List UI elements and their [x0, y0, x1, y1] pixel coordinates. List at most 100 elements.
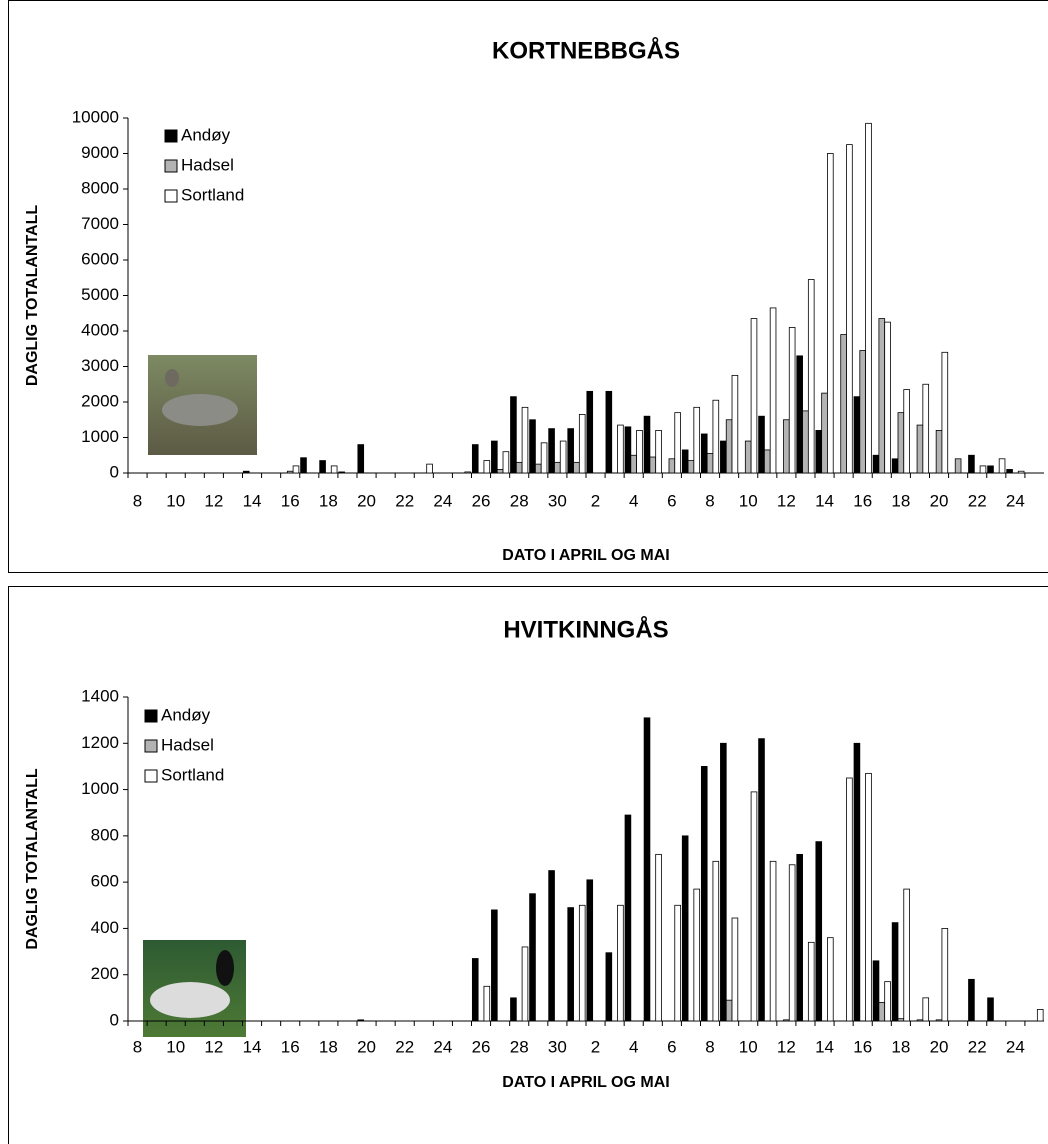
bar — [605, 952, 613, 1022]
x-tick-label: 8 — [133, 491, 142, 510]
y-tick-label: 1000 — [81, 779, 119, 798]
x-tick-label: 12 — [204, 1037, 223, 1056]
bar — [916, 424, 924, 474]
x-tick-label: 4 — [629, 1037, 638, 1056]
bar — [935, 429, 943, 474]
x-tick-label: 24 — [433, 1037, 452, 1056]
bar — [935, 1019, 943, 1022]
x-tick-label: 20 — [930, 491, 949, 510]
bar — [815, 841, 823, 1022]
y-tick-label: 5000 — [81, 285, 119, 304]
y-tick-label: 9000 — [81, 143, 119, 162]
bar — [769, 860, 777, 1022]
x-tick-label: 10 — [739, 1037, 758, 1056]
x-tick-label: 14 — [243, 1037, 262, 1056]
bar — [731, 374, 739, 474]
bar — [655, 853, 662, 1022]
x-tick-label: 12 — [204, 491, 223, 510]
bar — [578, 414, 586, 474]
x-tick-label: 16 — [853, 1037, 872, 1056]
bar — [922, 997, 930, 1022]
x-tick-label: 30 — [548, 491, 567, 510]
x-tick-label: 16 — [281, 491, 300, 510]
bar — [521, 406, 529, 474]
bar — [668, 458, 676, 474]
x-tick-label: 8 — [705, 491, 714, 510]
bar — [897, 412, 905, 474]
x-tick-label: 22 — [395, 1037, 414, 1056]
bar — [783, 419, 790, 474]
bar — [941, 351, 949, 474]
bar — [802, 410, 809, 474]
legend-label: Sortland — [181, 185, 244, 204]
x-tick-label: 22 — [395, 491, 414, 510]
legend-label: Hadsel — [161, 735, 214, 754]
x-tick-label: 24 — [433, 491, 452, 510]
bar — [491, 440, 498, 474]
legend-label: Andøy — [161, 705, 211, 724]
x-axis-title: DATO I APRIL OG MAI — [502, 547, 669, 564]
x-tick-label: 20 — [357, 1037, 376, 1056]
bar — [891, 922, 899, 1022]
bar — [578, 904, 586, 1022]
bar — [941, 928, 949, 1022]
x-tick-label: 10 — [739, 491, 758, 510]
y-axis-title: DAGLIG TOTALANTALL — [24, 205, 41, 387]
bar — [840, 334, 847, 474]
bar — [758, 415, 765, 474]
bar — [853, 742, 861, 1022]
bar — [872, 454, 880, 474]
y-tick-label: 4000 — [81, 320, 119, 339]
x-tick-label: 10 — [166, 491, 185, 510]
x-tick-label: 16 — [853, 491, 872, 510]
x-tick-label: 20 — [357, 491, 376, 510]
bar — [998, 458, 1006, 474]
y-tick-label: 1400 — [81, 686, 119, 705]
y-tick-label: 1200 — [81, 733, 119, 752]
bar — [510, 396, 517, 474]
x-tick-label: 18 — [319, 491, 338, 510]
bar — [731, 917, 739, 1022]
bar — [878, 318, 886, 474]
bar — [471, 958, 479, 1022]
x-tick-label: 10 — [166, 1037, 185, 1056]
bar — [567, 907, 574, 1022]
legend-label: Hadsel — [181, 155, 234, 174]
x-tick-label: 28 — [510, 491, 529, 510]
bar — [624, 426, 632, 474]
bar — [700, 433, 708, 474]
bar — [796, 853, 803, 1022]
bar — [827, 153, 834, 474]
bar — [783, 1019, 790, 1022]
legend-swatch — [144, 739, 158, 753]
bar — [338, 471, 345, 474]
bar — [357, 1019, 365, 1022]
bar — [750, 318, 758, 474]
y-tick-label: 3000 — [81, 356, 119, 375]
x-tick-label: 12 — [777, 1037, 796, 1056]
y-tick-label: 0 — [110, 1010, 119, 1029]
y-tick-label: 600 — [91, 872, 119, 891]
bar — [491, 909, 498, 1022]
bar — [878, 1002, 886, 1022]
bar — [300, 457, 307, 474]
bar — [815, 429, 823, 474]
bar — [725, 419, 733, 474]
legend-swatch — [164, 159, 178, 173]
bar — [502, 451, 510, 474]
x-tick-label: 6 — [667, 1037, 676, 1056]
bar — [846, 777, 853, 1022]
x-tick-label: 18 — [319, 1037, 338, 1056]
bar — [758, 738, 765, 1022]
x-tick-label: 26 — [472, 491, 491, 510]
bar — [764, 449, 771, 474]
bar — [674, 904, 681, 1022]
bar — [987, 997, 994, 1022]
bar — [573, 461, 580, 474]
x-tick-label: 20 — [930, 1037, 949, 1056]
bar — [540, 442, 548, 474]
y-axis-title: DAGLIG TOTALANTALL — [24, 768, 41, 950]
x-tick-label: 12 — [777, 491, 796, 510]
y-tick-label: 0 — [110, 462, 119, 481]
bar — [548, 870, 555, 1022]
